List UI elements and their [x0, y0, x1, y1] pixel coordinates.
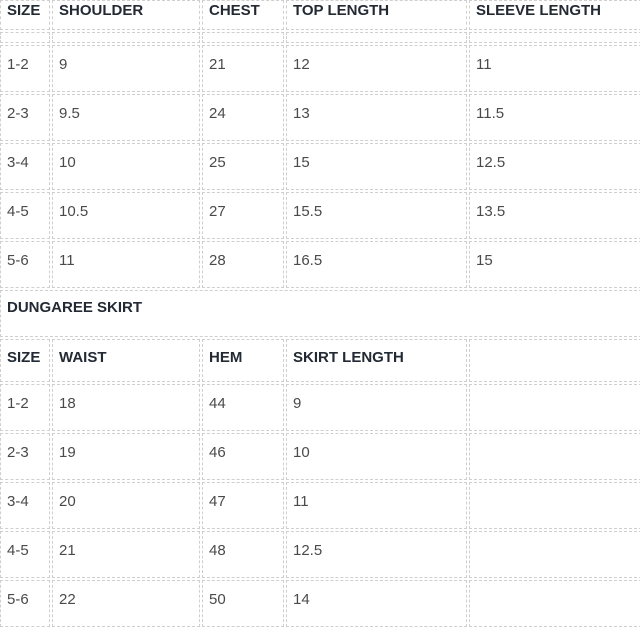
table-cell: 19 [52, 433, 200, 480]
table-cell: 3-4 [0, 143, 50, 190]
table-cell: 15 [469, 241, 640, 288]
empty-cell [469, 384, 640, 431]
empty-cell [469, 531, 640, 578]
empty-header-cell [469, 339, 640, 382]
table-cell: 4-5 [0, 531, 50, 578]
table-row: 4-5 10.5 27 15.5 13.5 [0, 192, 640, 239]
table-cell: 12.5 [286, 531, 467, 578]
table-cell: 11 [286, 482, 467, 529]
table-row: 4-5 21 48 12.5 [0, 531, 640, 578]
top-header-row: SIZE SHOULDER CHEST TOP LENGTH SLEEVE LE… [0, 0, 640, 30]
section-title-row: DUNGAREE SKIRT [0, 290, 640, 337]
table-row: 3-4 10 25 15 12.5 [0, 143, 640, 190]
table-row: 2-3 19 46 10 [0, 433, 640, 480]
column-header-size: SIZE [0, 339, 50, 382]
table-cell: 11 [52, 241, 200, 288]
table-row: 3-4 20 47 11 [0, 482, 640, 529]
column-header-waist: WAIST [52, 339, 200, 382]
column-header-sleeve-length: SLEEVE LENGTH [469, 0, 640, 30]
table-cell: 11.5 [469, 94, 640, 141]
column-header-top-length: TOP LENGTH [286, 0, 467, 30]
table-row: 1-2 18 44 9 [0, 384, 640, 431]
table-cell: 21 [202, 45, 284, 92]
table-cell: 20 [52, 482, 200, 529]
table-row: 1-2 9 21 12 11 [0, 45, 640, 92]
table-cell: 22 [52, 580, 200, 627]
table-row: 2-3 9.5 24 13 11.5 [0, 94, 640, 141]
table-cell: 15 [286, 143, 467, 190]
column-header-hem: HEM [202, 339, 284, 382]
empty-cell [469, 580, 640, 627]
table-cell: 13 [286, 94, 467, 141]
table-cell: 9 [52, 45, 200, 92]
table-cell: 10 [286, 433, 467, 480]
table-cell: 9 [286, 384, 467, 431]
table-cell: 10.5 [52, 192, 200, 239]
table-cell: 48 [202, 531, 284, 578]
table-cell: 4-5 [0, 192, 50, 239]
table-cell: 1-2 [0, 45, 50, 92]
column-header-shoulder: SHOULDER [52, 0, 200, 30]
table-cell: 12.5 [469, 143, 640, 190]
table-row: 5-6 11 28 16.5 15 [0, 241, 640, 288]
table-cell: 27 [202, 192, 284, 239]
skirt-header-row: SIZE WAIST HEM SKIRT LENGTH [0, 339, 640, 382]
column-header-chest: CHEST [202, 0, 284, 30]
table-cell: 21 [52, 531, 200, 578]
empty-cell [469, 482, 640, 529]
table-cell: 9.5 [52, 94, 200, 141]
empty-cell [469, 433, 640, 480]
table-cell: 11 [469, 45, 640, 92]
table-cell: 12 [286, 45, 467, 92]
table-row: 5-6 22 50 14 [0, 580, 640, 627]
table-cell: 2-3 [0, 433, 50, 480]
table-cell: 10 [52, 143, 200, 190]
column-header-size: SIZE [0, 0, 50, 30]
table-cell: 5-6 [0, 580, 50, 627]
section-title: DUNGAREE SKIRT [0, 290, 640, 337]
table-cell: 1-2 [0, 384, 50, 431]
table-cell: 3-4 [0, 482, 50, 529]
table-cell: 5-6 [0, 241, 50, 288]
spacer-row [0, 32, 640, 43]
table-cell: 50 [202, 580, 284, 627]
table-cell: 13.5 [469, 192, 640, 239]
column-header-skirt-length: SKIRT LENGTH [286, 339, 467, 382]
table-cell: 25 [202, 143, 284, 190]
table-cell: 28 [202, 241, 284, 288]
table-cell: 16.5 [286, 241, 467, 288]
table-cell: 46 [202, 433, 284, 480]
table-cell: 14 [286, 580, 467, 627]
table-cell: 18 [52, 384, 200, 431]
table-cell: 2-3 [0, 94, 50, 141]
table-cell: 47 [202, 482, 284, 529]
table-cell: 44 [202, 384, 284, 431]
table-cell: 24 [202, 94, 284, 141]
table-cell: 15.5 [286, 192, 467, 239]
